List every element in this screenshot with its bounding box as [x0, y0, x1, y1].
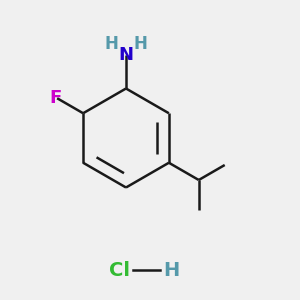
- Text: H: H: [105, 35, 118, 53]
- Text: F: F: [50, 89, 62, 107]
- Text: H: H: [134, 35, 147, 53]
- Text: Cl: Cl: [110, 260, 130, 280]
- Text: H: H: [163, 260, 179, 280]
- Text: N: N: [118, 46, 134, 64]
